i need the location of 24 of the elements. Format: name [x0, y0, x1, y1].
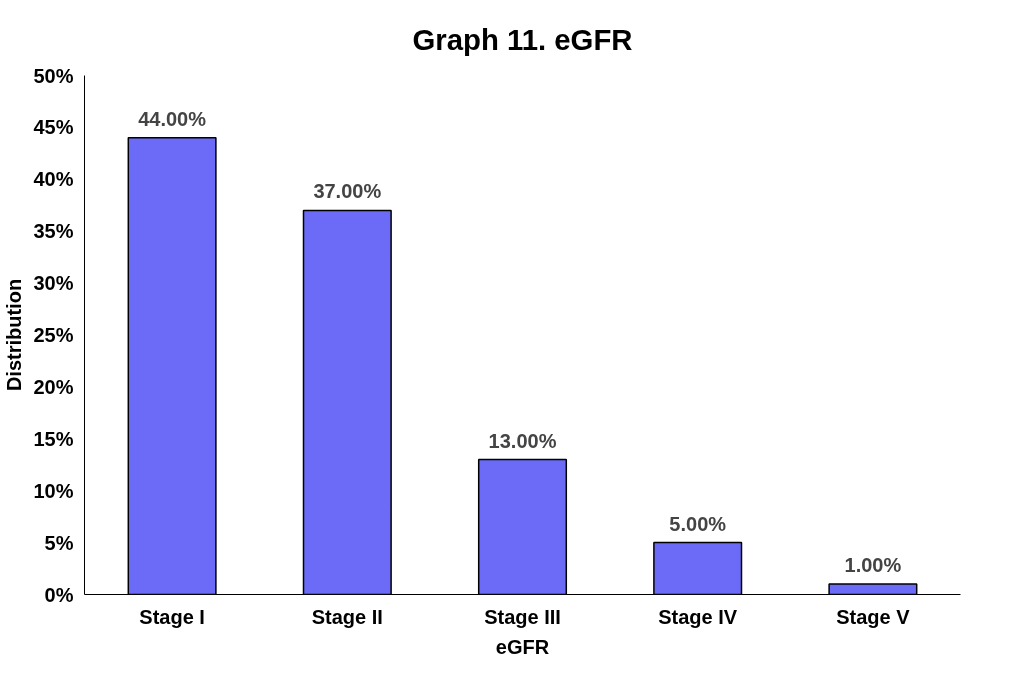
y-tick-label: 45%	[33, 116, 74, 139]
chart-title: Graph 11. eGFR	[412, 22, 633, 56]
y-tick-label: 40%	[33, 168, 74, 191]
y-tick-label: 35%	[33, 220, 74, 243]
data-label: 13.00%	[488, 429, 557, 452]
x-tick-label: Stage I	[139, 605, 205, 628]
y-tick-label: 15%	[33, 427, 74, 450]
x-tick-label: Stage V	[836, 605, 911, 628]
y-tick-label: 0%	[44, 583, 74, 606]
y-tick-label: 50%	[33, 64, 74, 87]
y-tick-label: 25%	[33, 324, 74, 346]
data-label: 37.00%	[313, 180, 382, 203]
data-label: 44.00%	[138, 107, 207, 130]
data-label: 1.00%	[844, 554, 902, 577]
y-axis-title: Distribution	[3, 278, 26, 392]
y-tick-label: 5%	[44, 531, 74, 554]
y-tick-label: 10%	[33, 479, 74, 502]
y-tick-label: 20%	[33, 375, 74, 398]
x-tick-label: Stage III	[484, 605, 561, 628]
x-axis-title: eGFR	[495, 635, 550, 658]
x-tick-label: Stage II	[311, 605, 383, 628]
y-tick-label: 30%	[33, 272, 74, 295]
data-label: 5.00%	[669, 512, 727, 535]
x-tick-label: Stage IV	[658, 605, 738, 628]
